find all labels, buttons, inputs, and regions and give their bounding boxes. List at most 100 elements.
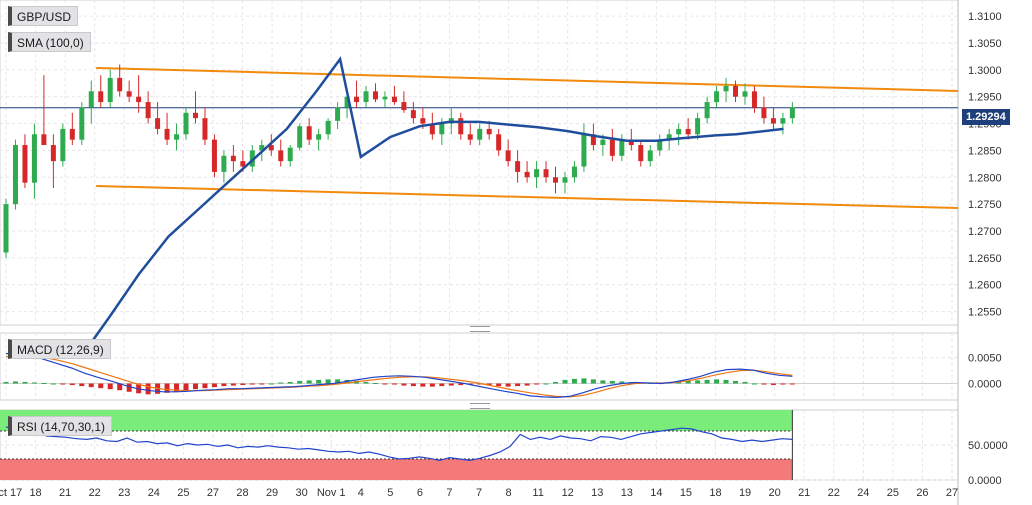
candle-body xyxy=(192,112,198,119)
last-price-tag: 1.29294 xyxy=(962,109,1010,125)
candle-body xyxy=(164,128,170,140)
y-tick-label: 1.2550 xyxy=(968,307,1002,319)
x-tick-label: Oct 17 xyxy=(0,487,22,499)
x-tick-label: 27 xyxy=(207,487,219,499)
candle-body xyxy=(619,139,625,156)
x-tick-label: 24 xyxy=(148,487,160,499)
y-tick-label: 1.3000 xyxy=(968,65,1002,77)
candle-body xyxy=(439,123,445,135)
symbol-label[interactable]: GBP/USD xyxy=(8,6,79,26)
candle-body xyxy=(628,139,634,146)
x-tick-label: Nov 1 xyxy=(317,487,346,499)
macd-histogram-bar xyxy=(145,383,151,395)
macd-histogram-bar xyxy=(249,383,255,385)
rsi-line xyxy=(5,426,793,462)
candle-body xyxy=(344,96,350,108)
macd-histogram-bar xyxy=(505,383,511,387)
candle-body xyxy=(155,118,161,129)
candle-body xyxy=(287,147,293,162)
x-tick-label: 30 xyxy=(296,487,308,499)
macd-histogram-bar xyxy=(458,383,464,386)
macd-y-tick-label: 0.0050 xyxy=(968,353,1002,365)
sma-100-line xyxy=(87,56,784,347)
candle-body xyxy=(278,150,284,162)
macd-histogram-bar xyxy=(382,383,388,385)
macd-histogram-bar xyxy=(590,379,596,384)
candle-body xyxy=(60,128,66,162)
candle-body xyxy=(666,134,672,140)
y-tick-label: 1.2600 xyxy=(968,280,1002,292)
x-tick-label: 18 xyxy=(709,487,721,499)
x-tick-label: 25 xyxy=(887,487,899,499)
rsi-label[interactable]: RSI (14,70,30,1) xyxy=(8,416,113,436)
x-tick-label: 23 xyxy=(118,487,130,499)
candle-body xyxy=(382,96,388,100)
macd-histogram-bar xyxy=(391,383,397,385)
macd-histogram-bar xyxy=(98,383,104,389)
candle-body xyxy=(600,139,606,146)
macd-histogram-bar xyxy=(287,381,293,384)
x-tick-label: 13 xyxy=(621,487,633,499)
candle-body xyxy=(335,107,341,121)
macd-histogram-bar xyxy=(477,383,483,385)
macd-histogram-bar xyxy=(780,383,786,385)
candle-body xyxy=(609,139,615,156)
macd-histogram-bar xyxy=(211,383,217,388)
candle-body xyxy=(3,204,9,253)
macd-histogram-bar xyxy=(117,383,123,391)
candle-body xyxy=(354,96,360,103)
x-tick-label: 28 xyxy=(236,487,248,499)
macd-histogram-bar xyxy=(164,383,170,393)
macd-histogram-bar xyxy=(742,381,748,384)
macd-histogram-bar xyxy=(733,380,739,384)
pane-resize-handle-macd[interactable] xyxy=(470,326,490,332)
candle-body xyxy=(496,134,502,151)
macd-histogram-bar xyxy=(126,383,132,392)
macd-histogram-bar xyxy=(448,383,454,386)
macd-histogram-bar xyxy=(316,379,322,384)
y-tick-label: 1.2850 xyxy=(968,145,1002,157)
macd-histogram-bar xyxy=(325,379,331,384)
candle-body xyxy=(126,91,132,97)
rsi-overbought-zone xyxy=(0,410,793,431)
macd-y-tick-label: 0.0000 xyxy=(968,379,1002,391)
macd-histogram-bar xyxy=(12,381,18,384)
sma-label[interactable]: SMA (100,0) xyxy=(8,32,91,52)
macd-histogram-bar xyxy=(751,383,757,385)
candle-body xyxy=(202,118,208,140)
y-tick-label: 1.2750 xyxy=(968,199,1002,211)
macd-histogram-bar xyxy=(174,383,180,392)
pane-resize-handle-rsi[interactable] xyxy=(470,403,490,409)
macd-histogram-bar xyxy=(619,381,625,384)
x-tick-label: 20 xyxy=(769,487,781,499)
macd-histogram-bar xyxy=(761,383,767,385)
candle-body xyxy=(41,134,47,146)
candle-body xyxy=(297,126,303,148)
macd-histogram-bar xyxy=(60,383,66,385)
macd-histogram-bar xyxy=(543,383,549,385)
x-tick-label: 21 xyxy=(59,487,71,499)
macd-label[interactable]: MACD (12,26,9) xyxy=(8,339,111,359)
x-tick-label: 6 xyxy=(417,487,423,499)
macd-histogram-bar xyxy=(571,378,577,384)
macd-histogram-bar xyxy=(268,383,274,385)
candle-body xyxy=(325,120,331,135)
candle-body xyxy=(240,161,246,167)
candle-body xyxy=(316,134,322,140)
candle-body xyxy=(136,96,142,103)
candle-body xyxy=(524,171,530,178)
candle-body xyxy=(372,91,378,100)
candle-body xyxy=(259,145,265,151)
candle-body xyxy=(562,177,568,183)
macd-histogram-bar xyxy=(401,383,407,386)
candle-body xyxy=(789,107,795,119)
candle-body xyxy=(704,102,710,119)
candle-body xyxy=(88,91,94,108)
candle-body xyxy=(429,123,435,135)
macd-histogram-bar xyxy=(770,383,776,386)
candle-body xyxy=(31,134,37,183)
macd-histogram-bar xyxy=(306,380,312,384)
x-tick-label: 26 xyxy=(916,487,928,499)
candle-body xyxy=(553,177,559,183)
